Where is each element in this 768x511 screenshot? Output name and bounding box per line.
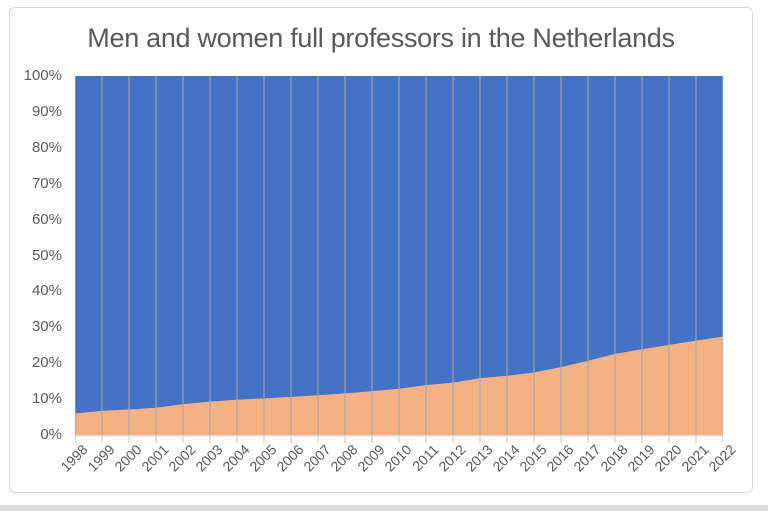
y-axis-label: 0% [40, 426, 62, 443]
y-axis-label: 40% [31, 282, 62, 300]
y-axis-label: 100% [23, 67, 62, 84]
y-axis-label: 50% [31, 246, 62, 264]
y-axis-label: 30% [31, 318, 62, 336]
y-axis-label: 80% [31, 138, 62, 156]
y-axis-label: 90% [31, 102, 62, 120]
plot-area [75, 76, 723, 443]
y-axis-label: 10% [31, 390, 62, 408]
y-axis-label: 70% [31, 174, 62, 192]
y-axis-label: 60% [31, 210, 62, 228]
chart-title: Men and women full professors in the Net… [87, 23, 675, 53]
screenshot-edge-strip [0, 505, 768, 511]
y-axis-label: 20% [31, 354, 62, 372]
